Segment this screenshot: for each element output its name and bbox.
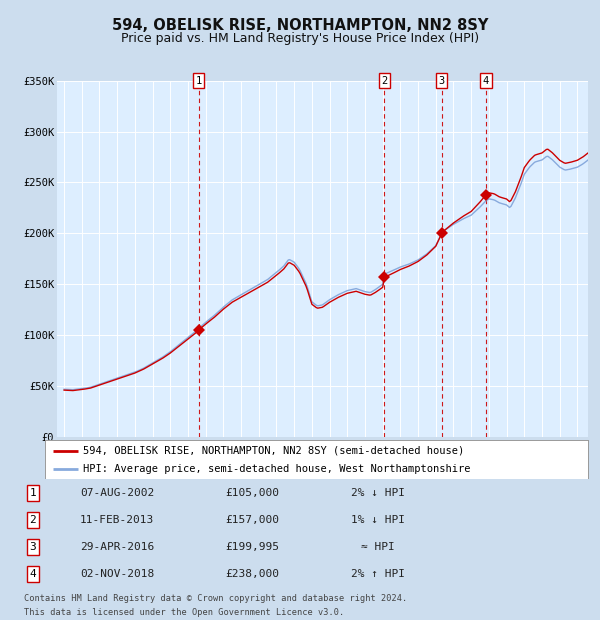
Text: Contains HM Land Registry data © Crown copyright and database right 2024.: Contains HM Land Registry data © Crown c…: [24, 595, 407, 603]
Text: 3: 3: [439, 76, 445, 86]
Text: Price paid vs. HM Land Registry's House Price Index (HPI): Price paid vs. HM Land Registry's House …: [121, 32, 479, 45]
Text: 07-AUG-2002: 07-AUG-2002: [80, 488, 154, 498]
Text: 1: 1: [29, 488, 37, 498]
Text: 2: 2: [29, 515, 37, 525]
Text: 3: 3: [29, 542, 37, 552]
Text: 594, OBELISK RISE, NORTHAMPTON, NN2 8SY: 594, OBELISK RISE, NORTHAMPTON, NN2 8SY: [112, 18, 488, 33]
Text: £157,000: £157,000: [225, 515, 279, 525]
Text: ≈ HPI: ≈ HPI: [361, 542, 395, 552]
Text: 1: 1: [196, 76, 202, 86]
Text: 11-FEB-2013: 11-FEB-2013: [80, 515, 154, 525]
Text: 4: 4: [483, 76, 489, 86]
Text: HPI: Average price, semi-detached house, West Northamptonshire: HPI: Average price, semi-detached house,…: [83, 464, 470, 474]
Text: 4: 4: [29, 569, 37, 579]
Text: £238,000: £238,000: [225, 569, 279, 579]
Text: 29-APR-2016: 29-APR-2016: [80, 542, 154, 552]
Text: 1% ↓ HPI: 1% ↓ HPI: [351, 515, 405, 525]
Text: £199,995: £199,995: [225, 542, 279, 552]
Text: 02-NOV-2018: 02-NOV-2018: [80, 569, 154, 579]
Text: 2% ↑ HPI: 2% ↑ HPI: [351, 569, 405, 579]
Text: 594, OBELISK RISE, NORTHAMPTON, NN2 8SY (semi-detached house): 594, OBELISK RISE, NORTHAMPTON, NN2 8SY …: [83, 446, 464, 456]
Text: 2: 2: [382, 76, 388, 86]
Text: This data is licensed under the Open Government Licence v3.0.: This data is licensed under the Open Gov…: [24, 608, 344, 617]
Text: 2% ↓ HPI: 2% ↓ HPI: [351, 488, 405, 498]
Text: £105,000: £105,000: [225, 488, 279, 498]
